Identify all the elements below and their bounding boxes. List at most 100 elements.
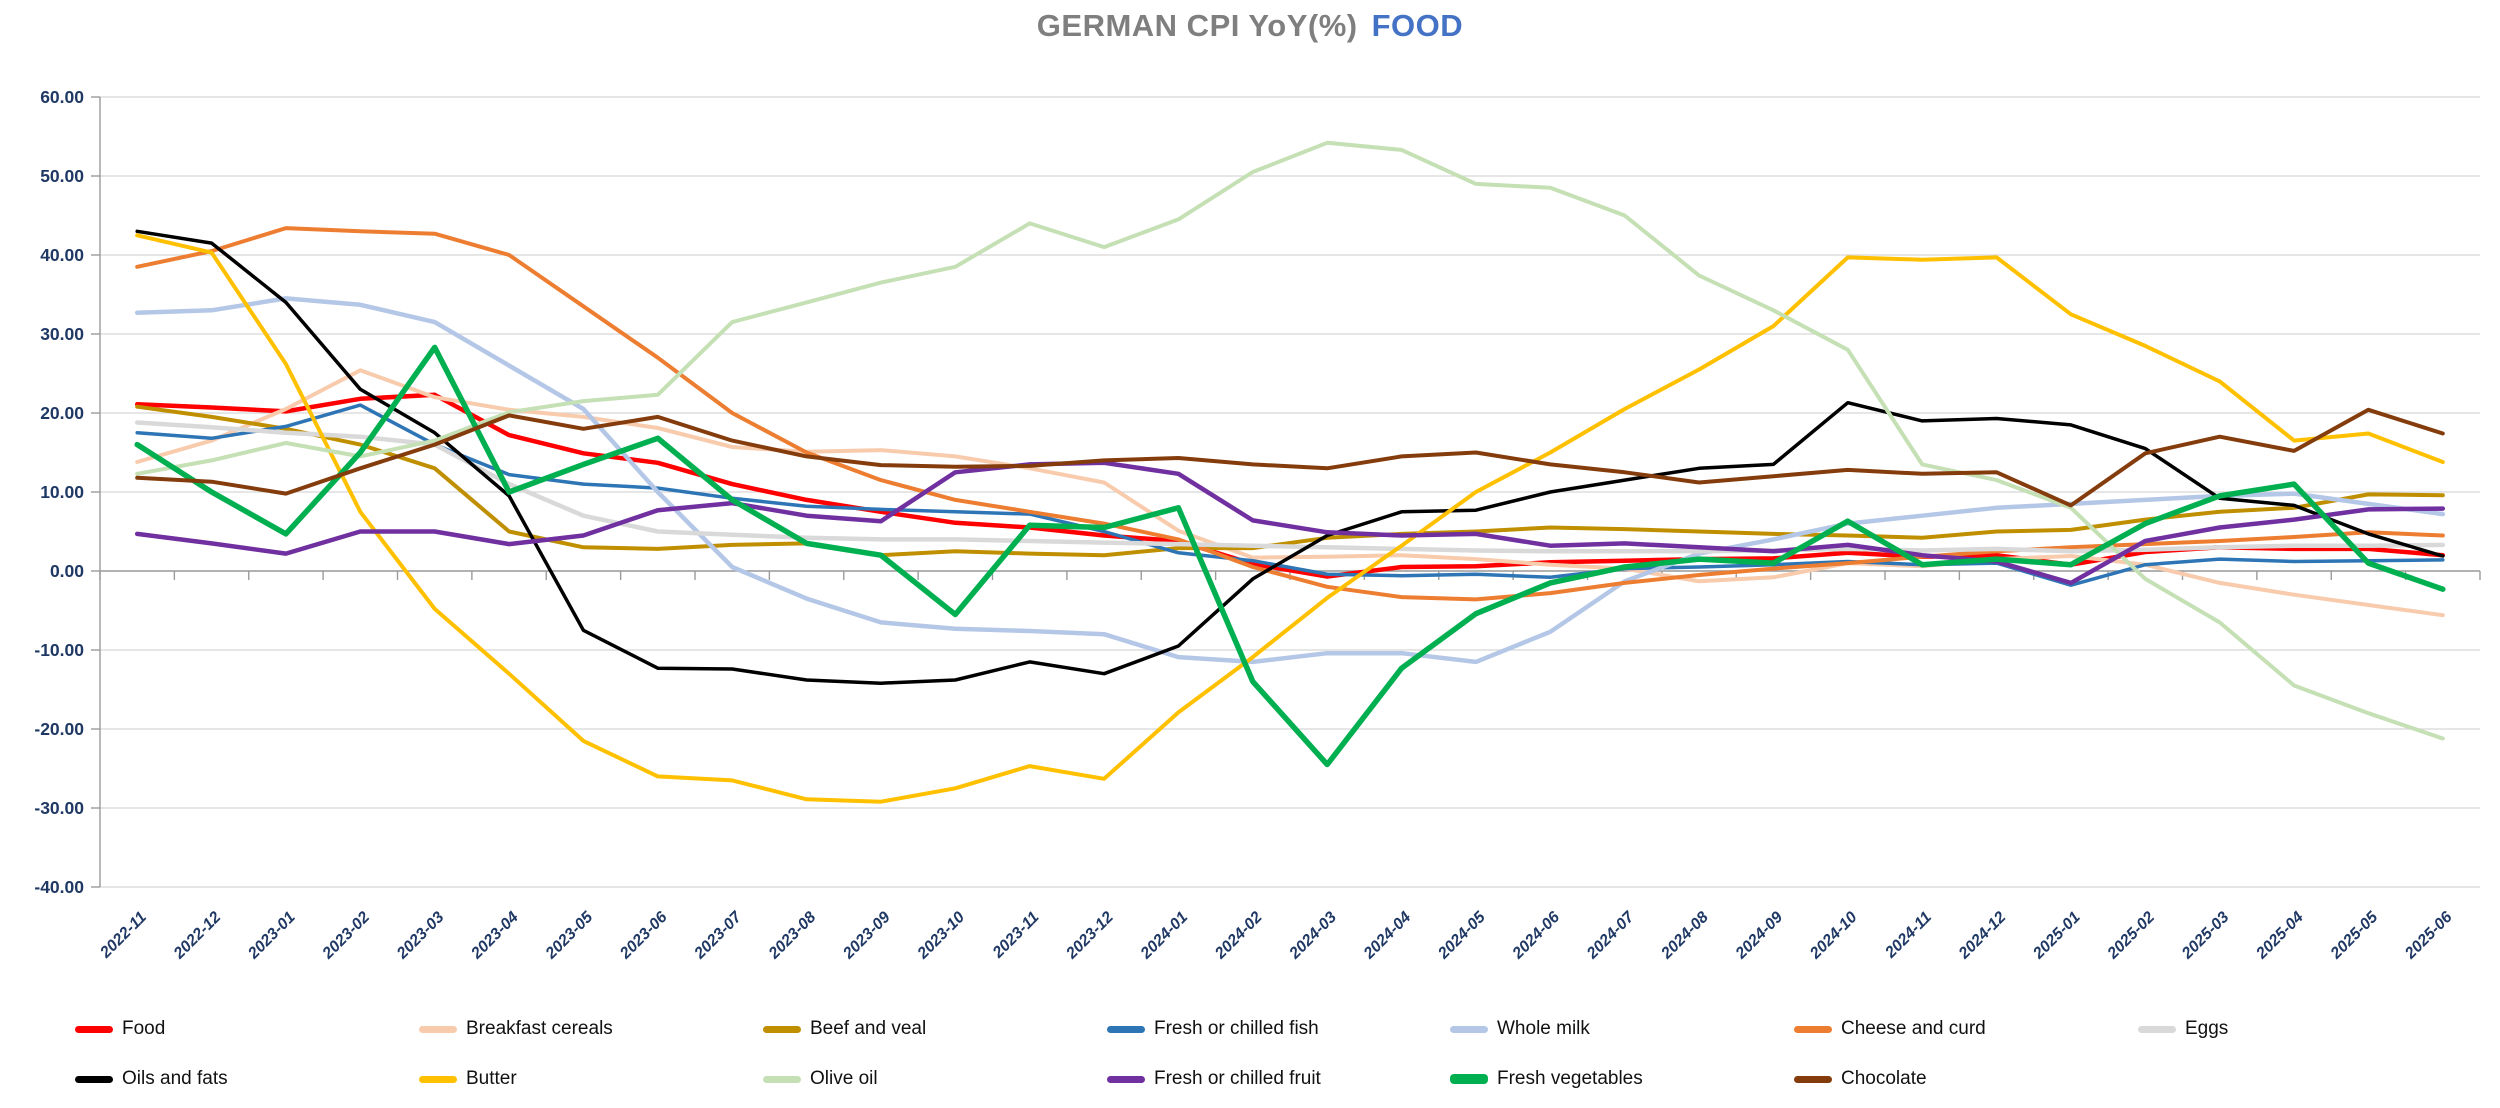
legend-marker-icon — [1107, 1025, 1145, 1033]
x-tick-label: 2024-02 — [1211, 909, 1265, 963]
legend-marker-icon — [1450, 1025, 1488, 1033]
legend-item-fresh-vegetables[interactable]: Fresh vegetables — [1450, 1062, 1643, 1096]
x-tick-label: 2024-11 — [1882, 909, 1935, 962]
x-tick-label: 2024-05 — [1435, 908, 1490, 963]
x-tick-label: 2024-12 — [1955, 909, 2009, 963]
y-axis-tick-labels: 60.00 50.00 40.00 30.00 20.00 10.00 0.00 -10.00… — [34, 87, 84, 897]
legend-marker-icon — [2138, 1025, 2176, 1033]
chart-title: GERMAN CPI YoY(%) FOOD — [0, 8, 2500, 44]
legend-label: Breakfast cereals — [466, 1018, 613, 1039]
legend-label: Fresh vegetables — [1497, 1068, 1643, 1089]
legend-label: Fresh or chilled fruit — [1154, 1068, 1321, 1089]
gridlines — [100, 96, 2480, 888]
legend-item-food[interactable]: Food — [75, 1012, 165, 1046]
series-line-fresh-or-chilled-fruit — [134, 460, 2446, 586]
x-tick-label: 2025-01 — [2030, 909, 2084, 963]
y-tick-label: -20.00 — [34, 719, 84, 739]
chart-title-highlight: FOOD — [1371, 8, 1464, 43]
legend: Food Breakfast cereals Beef and veal Fresh … — [0, 1002, 2500, 1108]
legend-label: Oils and fats — [122, 1068, 228, 1089]
legend-label: Butter — [466, 1068, 517, 1089]
x-tick-label: 2024-08 — [1658, 909, 1712, 963]
legend-label: Food — [122, 1018, 166, 1039]
series-line-fresh-vegetables — [134, 344, 2446, 768]
x-tick-label: 2024-01 — [1137, 909, 1191, 963]
legend-label: Olive oil — [810, 1068, 878, 1089]
y-tick-label: 50.00 — [40, 166, 84, 186]
x-tick-label: 2023-01 — [245, 909, 299, 963]
x-tick-label: 2025-06 — [2401, 909, 2455, 963]
y-tick-label: 0.00 — [50, 561, 84, 581]
legend-label: Whole milk — [1497, 1018, 1590, 1039]
x-tick-label: 2022-11 — [97, 909, 150, 962]
series-line-olive-oil — [135, 140, 2445, 741]
x-axis-tick-labels: 2022-11 2022-12 2023-01 2023-02 2023-03 2023-… — [97, 908, 2456, 963]
legend-label: Beef and veal — [810, 1018, 927, 1039]
legend-marker-icon — [1450, 1074, 1488, 1084]
legend-marker-icon — [419, 1075, 457, 1083]
legend-marker-icon — [1107, 1075, 1145, 1083]
x-tick-label: 2024-03 — [1286, 909, 1340, 963]
legend-item-beef-and-veal[interactable]: Beef and veal — [763, 1012, 926, 1046]
legend-item-eggs[interactable]: Eggs — [2138, 1012, 2228, 1046]
y-tick-label: 30.00 — [40, 324, 84, 344]
x-tick-label: 2023-07 — [691, 908, 746, 963]
legend-marker-icon — [75, 1075, 113, 1083]
x-tick-label: 2024-06 — [1509, 909, 1563, 963]
x-tick-label: 2023-12 — [1063, 909, 1117, 963]
y-tick-label: 10.00 — [40, 482, 84, 502]
x-tick-label: 2024-10 — [1806, 909, 1860, 963]
x-tick-label: 2023-04 — [468, 909, 522, 963]
x-tick-label: 2023-08 — [765, 909, 819, 963]
legend-item-chocolate[interactable]: Chocolate — [1794, 1062, 1927, 1096]
legend-item-fresh-or-chilled-fruit[interactable]: Fresh or chilled fruit — [1107, 1062, 1321, 1096]
legend-label: Eggs — [2185, 1018, 2229, 1039]
legend-item-breakfast-cereals[interactable]: Breakfast cereals — [419, 1012, 613, 1046]
y-tick-label: -10.00 — [34, 640, 84, 660]
x-tick-label: 2023-11 — [989, 909, 1042, 962]
legend-marker-icon — [763, 1025, 801, 1033]
series-lines — [134, 140, 2446, 804]
series-line-oils-and-fats — [135, 229, 2445, 685]
x-tick-label: 2022-12 — [170, 909, 224, 963]
legend-item-fresh-or-chilled-fish[interactable]: Fresh or chilled fish — [1107, 1012, 1319, 1046]
legend-item-cheese-and-curd[interactable]: Cheese and curd — [1794, 1012, 1986, 1046]
y-tick-label: -30.00 — [34, 798, 84, 818]
chart-title-main: GERMAN CPI YoY(%) — [1036, 8, 1358, 43]
legend-item-oils-and-fats[interactable]: Oils and fats — [75, 1062, 228, 1096]
series-line-chocolate — [135, 407, 2445, 508]
x-tick-label: 2025-03 — [2178, 909, 2232, 963]
x-tick-label: 2023-06 — [616, 909, 670, 963]
legend-marker-icon — [75, 1025, 113, 1033]
legend-item-butter[interactable]: Butter — [419, 1062, 517, 1096]
x-tick-label: 2023-05 — [542, 908, 597, 963]
y-tick-label: 40.00 — [40, 245, 84, 265]
legend-marker-icon — [763, 1075, 801, 1083]
y-tick-label: -40.00 — [34, 877, 84, 897]
x-tick-label: 2023-09 — [840, 909, 894, 963]
x-tick-label: 2025-04 — [2253, 909, 2307, 963]
legend-label: Chocolate — [1841, 1068, 1927, 1089]
x-tick-label: 2025-02 — [2104, 909, 2158, 963]
y-tick-label: 20.00 — [40, 403, 84, 423]
series-line-butter — [135, 233, 2445, 804]
legend-marker-icon — [419, 1025, 457, 1033]
legend-marker-icon — [1794, 1075, 1832, 1083]
x-tick-label: 2025-05 — [2327, 908, 2382, 963]
series-line-cheese-and-curd — [135, 226, 2445, 602]
x-tick-label: 2024-09 — [1732, 909, 1786, 963]
legend-item-olive-oil[interactable]: Olive oil — [763, 1062, 878, 1096]
legend-label: Fresh or chilled fish — [1154, 1018, 1319, 1039]
legend-item-whole-milk[interactable]: Whole milk — [1450, 1012, 1590, 1046]
x-tick-label: 2024-04 — [1360, 909, 1414, 963]
x-tick-label: 2023-03 — [393, 909, 447, 963]
series-line-whole-milk — [134, 296, 2446, 665]
legend-label: Cheese and curd — [1841, 1018, 1986, 1039]
series-line-beef-and-veal — [135, 404, 2445, 558]
x-tick-label: 2023-10 — [914, 909, 968, 963]
y-tick-label: 60.00 — [40, 87, 84, 107]
legend-marker-icon — [1794, 1025, 1832, 1033]
x-tick-label: 2024-07 — [1583, 908, 1638, 963]
